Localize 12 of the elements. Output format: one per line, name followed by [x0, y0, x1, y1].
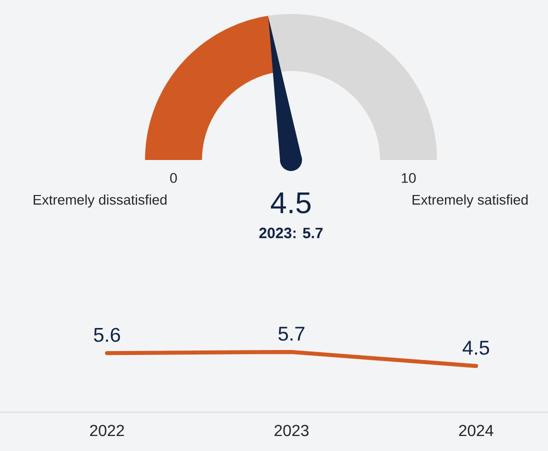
- data-label: 5.7: [278, 326, 304, 341]
- text: Extremely dissatisfied: [34, 194, 167, 208]
- text: 10: [402, 173, 416, 183]
- x-tick-label: 2024: [459, 424, 494, 436]
- data-label: 5.6: [94, 328, 120, 342]
- data-label: 4.5: [462, 340, 490, 355]
- text: 0: [170, 173, 177, 183]
- x-tick-label: 2023: [274, 424, 309, 436]
- x-tick-label: 2022: [90, 424, 124, 436]
- text: 4.5: [270, 192, 311, 214]
- text: Extremely satisfied: [412, 194, 528, 208]
- text: 2023: 5.7: [259, 228, 323, 238]
